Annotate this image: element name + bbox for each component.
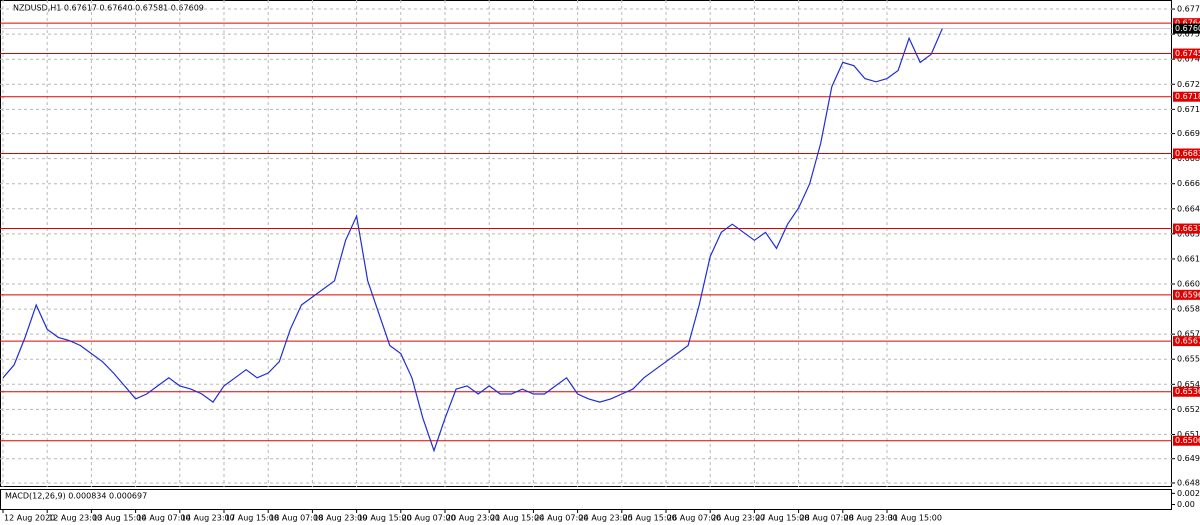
level-label-box <box>1173 48 1200 59</box>
y-tick-label: 0.66030 <box>1177 280 1200 289</box>
price-line <box>2 28 943 453</box>
level-label: 0.65061 <box>1175 436 1200 445</box>
level-label-box <box>1173 223 1200 234</box>
macd-frame <box>0 489 1172 510</box>
chart-title: NZDUSD,H1 0.67617 0.67640 0.67581 0.6760… <box>13 4 204 13</box>
y-tick-label: 0.67420 <box>1177 55 1200 64</box>
level-label: 0.67643 <box>1175 19 1200 28</box>
y-tick-label: 0.65410 <box>1177 380 1200 389</box>
x-tick-label: 12 Aug 23:00 <box>48 514 102 523</box>
level-label-box <box>1173 336 1200 347</box>
x-tick-label: 20 Aug 07:00 <box>402 514 456 523</box>
x-tick-label: 31 Aug 15:00 <box>888 514 942 523</box>
y-tick-label: 0.67265 <box>1177 80 1200 89</box>
x-tick-label: 13 Aug 15:00 <box>92 514 146 523</box>
y-tick-label: 0.65255 <box>1177 405 1200 414</box>
y-tick-label: 0.66495 <box>1177 204 1200 213</box>
macd-tick-label: 0.00 <box>1177 500 1195 509</box>
level-label-box <box>1173 18 1200 29</box>
x-tick-label: 24 Aug 23:00 <box>579 514 633 523</box>
x-tick-label: 26 Aug 23:00 <box>711 514 765 523</box>
y-tick-label: 0.66340 <box>1177 229 1200 238</box>
main-frame <box>0 0 1172 487</box>
x-tick-label: 17 Aug 15:00 <box>225 514 279 523</box>
x-tick-label: 20 Aug 23:00 <box>446 514 500 523</box>
y-tick-label: 0.65875 <box>1177 305 1200 314</box>
y-tick-label: 0.65100 <box>1177 430 1200 439</box>
x-tick-label: 27 Aug 15:00 <box>755 514 809 523</box>
y-tick-label: 0.64950 <box>1177 454 1200 463</box>
y-tick-label: 0.66650 <box>1177 179 1200 188</box>
y-tick-label: 0.66805 <box>1177 154 1200 163</box>
level-label: 0.66373 <box>1175 224 1200 233</box>
y-tick-label: 0.65720 <box>1177 330 1200 339</box>
x-tick-label: 14 Aug 07:00 <box>137 514 191 523</box>
level-label-box <box>1173 148 1200 159</box>
x-tick-label: 25 Aug 15:00 <box>623 514 677 523</box>
y-tick-label: 0.64800 <box>1177 478 1200 487</box>
x-tick-label: 18 Aug 23:00 <box>313 514 367 523</box>
macd-title: MACD(12,26,9) 0.000834 0.000697 <box>5 492 147 501</box>
x-tick-label: 26 Aug 07:00 <box>667 514 721 523</box>
level-label: 0.67455 <box>1175 49 1200 58</box>
current-price-label: 0.67609 <box>1175 24 1200 33</box>
level-label: 0.65364 <box>1175 387 1200 396</box>
level-label-box <box>1173 386 1200 397</box>
current-price-box <box>1173 23 1200 34</box>
x-tick-label: 21 Aug 15:00 <box>490 514 544 523</box>
y-tick-label: 0.66960 <box>1177 129 1200 138</box>
level-label-box <box>1173 435 1200 446</box>
level-label: 0.66837 <box>1175 149 1200 158</box>
x-tick-label: 14 Aug 23:00 <box>181 514 235 523</box>
x-tick-label: 24 Aug 07:00 <box>534 514 588 523</box>
x-tick-label: 19 Aug 15:00 <box>358 514 412 523</box>
y-tick-label: 0.67575 <box>1177 30 1200 39</box>
level-label-box <box>1173 91 1200 102</box>
y-tick-label: 0.67110 <box>1177 105 1200 114</box>
macd-tick-label: 0.002896 <box>1177 489 1200 498</box>
level-label-box <box>1173 289 1200 300</box>
x-tick-label: 18 Aug 07:00 <box>269 514 323 523</box>
x-tick-label: 28 Aug 07:00 <box>800 514 854 523</box>
level-label: 0.67188 <box>1175 92 1200 101</box>
x-tick-label: 12 Aug 2020 <box>4 514 55 523</box>
y-tick-label: 0.66185 <box>1177 254 1200 263</box>
level-label: 0.65963 <box>1175 290 1200 299</box>
level-label: 0.65677 <box>1175 337 1200 346</box>
y-tick-label: 0.67730 <box>1177 5 1200 14</box>
x-tick-label: 28 Aug 23:00 <box>844 514 898 523</box>
y-tick-label: 0.65565 <box>1177 355 1200 364</box>
